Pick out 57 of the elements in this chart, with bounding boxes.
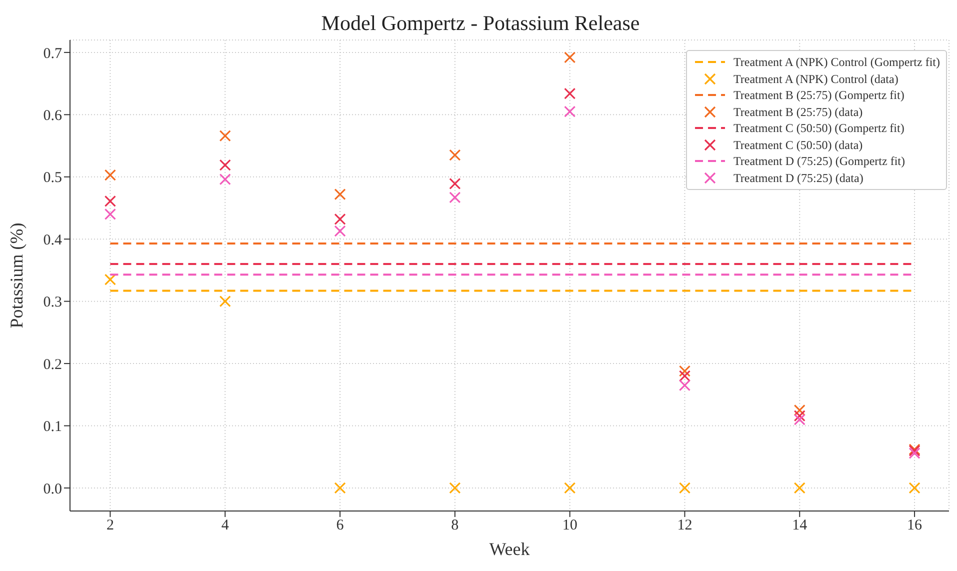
x-tick-label: 2 (106, 518, 114, 534)
x-axis-title: Week (489, 539, 530, 559)
point (564, 482, 576, 494)
chart-title: Model Gompertz - Potassium Release (320, 10, 641, 37)
point (564, 106, 576, 118)
point (564, 52, 576, 64)
point (794, 482, 806, 494)
point (219, 159, 231, 171)
point (794, 414, 806, 426)
point (564, 88, 576, 100)
legend-label: Treatment A (NPK) Control (Gompertz fit) (733, 54, 940, 70)
y-tick-label: 0.4 (43, 232, 62, 248)
point (219, 130, 231, 142)
point (104, 208, 116, 220)
y-tick-label: 0.1 (43, 419, 62, 436)
point (104, 169, 116, 181)
point (678, 370, 691, 382)
point (678, 365, 691, 377)
legend-label: Treatment D (75:25) (data) (733, 170, 864, 186)
y-axis-title: Potassium (%) (6, 222, 26, 328)
point (794, 404, 806, 416)
point (794, 410, 806, 422)
x-tick-label: 16 (907, 518, 923, 534)
legend-label: Treatment C (50:50) (data) (733, 136, 863, 153)
x-tick-label: 12 (677, 518, 692, 534)
x-tick-label: 14 (792, 518, 808, 534)
x-tick-label: 8 (451, 518, 459, 534)
point (219, 174, 231, 186)
point (908, 482, 920, 494)
y-tick-label: 0.0 (43, 481, 62, 498)
point (334, 225, 346, 237)
legend-label: Treatment B (25:75) (Gompertz fit) (733, 87, 904, 104)
y-tick-label: 0.6 (43, 108, 62, 124)
point (449, 149, 461, 161)
x-tick-label: 6 (336, 518, 344, 534)
point (219, 296, 231, 308)
point (104, 195, 116, 207)
point (334, 188, 346, 200)
x-tick-label: 10 (562, 518, 578, 534)
point (334, 213, 346, 225)
point (908, 447, 920, 459)
point (334, 482, 346, 494)
point (678, 380, 691, 392)
point (104, 274, 116, 286)
y-tick-label: 0.5 (43, 170, 62, 186)
legend-label: Treatment C (50:50) (Gompertz fit) (733, 120, 904, 136)
y-tick-label: 0.7 (43, 46, 62, 62)
point (449, 482, 461, 494)
point (678, 482, 691, 494)
legend-label: Treatment B (25:75) (data) (733, 104, 863, 120)
y-tick-label: 0.3 (43, 294, 62, 311)
legend-label: Treatment D (75:25) (Gompertz fit) (733, 153, 905, 170)
y-tick-label: 0.2 (43, 356, 62, 373)
x-tick-label: 4 (221, 518, 230, 534)
point (449, 178, 461, 190)
point (449, 192, 461, 204)
legend-label: Treatment A (NPK) Control (data) (733, 70, 898, 87)
